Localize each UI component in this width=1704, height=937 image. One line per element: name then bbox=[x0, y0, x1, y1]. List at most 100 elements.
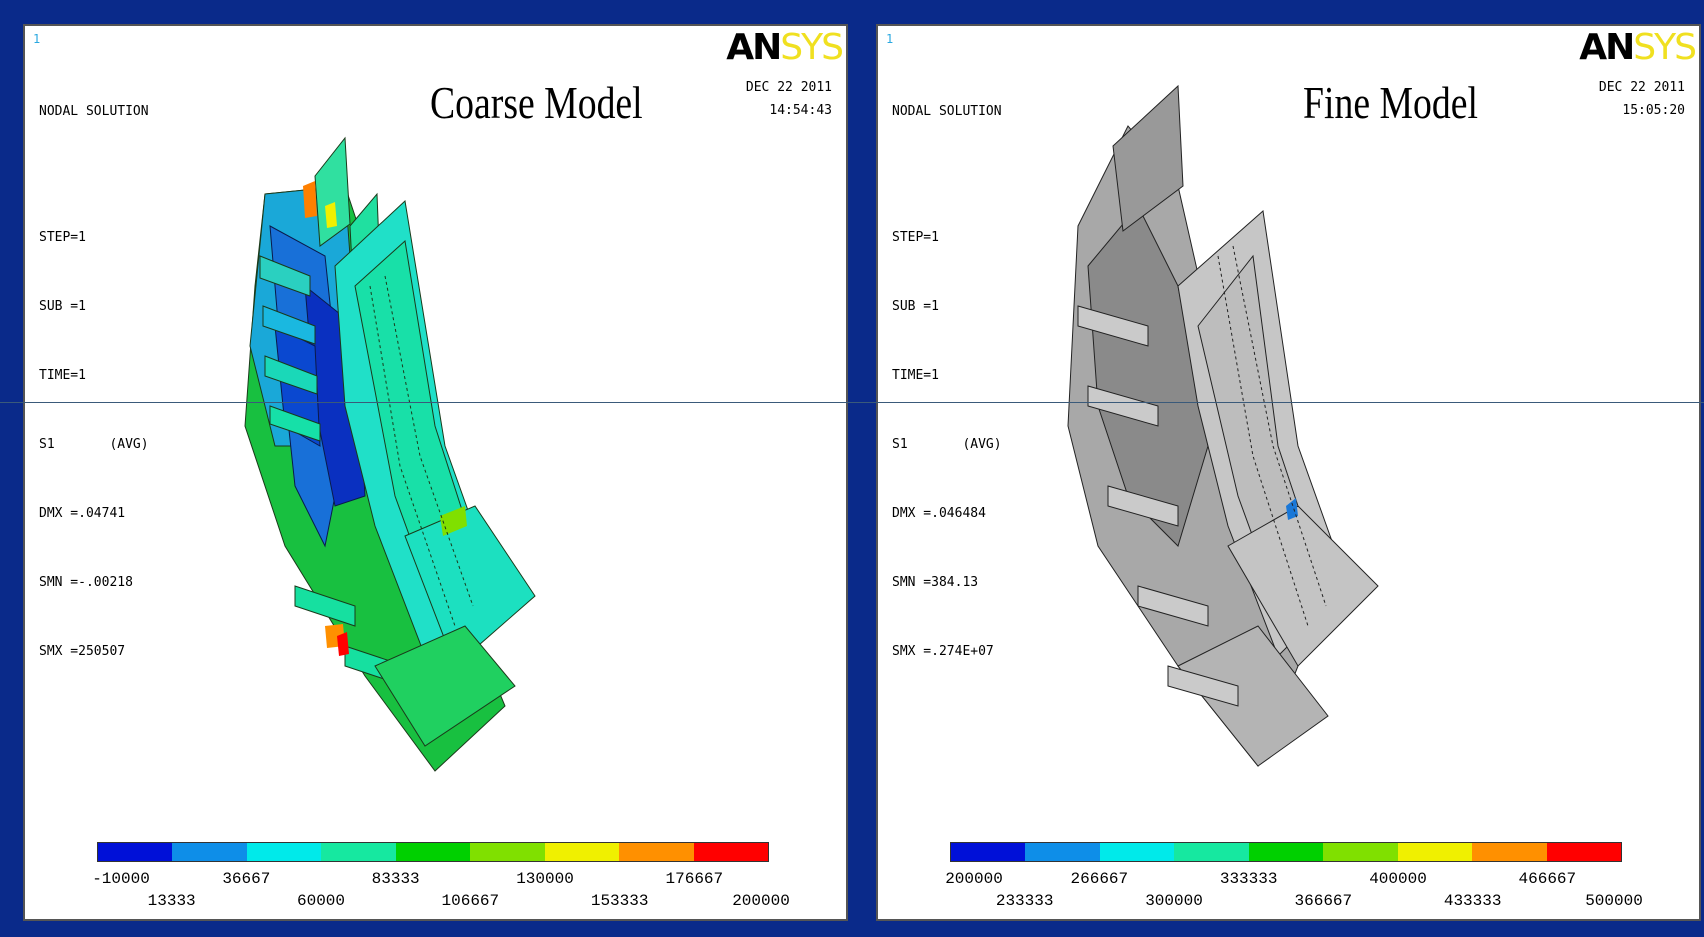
coarse-model-viewport[interactable]: 1 NODAL SOLUTION STEP=1 SUB =1 TIME=1 S1… bbox=[23, 24, 848, 921]
info-smx: SMX =250507 bbox=[39, 644, 126, 659]
info-step: STEP=1 bbox=[39, 230, 86, 245]
info-sub: SUB =1 bbox=[39, 299, 86, 314]
legend-swatch bbox=[693, 843, 768, 861]
datetime: DEC 22 2011 15:05:20 bbox=[1599, 76, 1685, 122]
info-time: TIME=1 bbox=[39, 368, 86, 383]
rib-5 bbox=[1167, 665, 1239, 707]
hotspot-1 bbox=[1286, 498, 1298, 520]
legend-swatch bbox=[321, 843, 396, 861]
rib-2 bbox=[1087, 385, 1159, 427]
rib-3 bbox=[1107, 485, 1179, 527]
flange-top bbox=[314, 136, 351, 247]
rib-2 bbox=[262, 305, 316, 345]
fine-model-render[interactable] bbox=[878, 26, 1701, 921]
info-smn: SMN =384.13 bbox=[892, 575, 979, 590]
info-dmx: DMX =.04741 bbox=[39, 506, 126, 521]
hotspot-2 bbox=[325, 202, 337, 228]
legend-label: -10000 bbox=[92, 870, 150, 888]
legend-swatch bbox=[619, 843, 694, 861]
legend-label: 500000 bbox=[1585, 892, 1643, 910]
info-header: NODAL SOLUTION bbox=[892, 104, 1002, 119]
legend-label: 83333 bbox=[371, 870, 420, 888]
edge-line-2 bbox=[384, 275, 474, 607]
hotspot-5 bbox=[440, 506, 467, 536]
legend-swatch bbox=[172, 843, 247, 861]
info-result: S1 (AVG) bbox=[39, 437, 149, 452]
panel-title: Fine Model bbox=[1303, 77, 1478, 128]
info-smx: SMX =.274E+07 bbox=[892, 644, 994, 659]
legend-label: 13333 bbox=[147, 892, 196, 910]
legend-label: 433333 bbox=[1443, 892, 1502, 910]
legend-label: 60000 bbox=[296, 892, 346, 910]
info-dmx: DMX =.046484 bbox=[892, 506, 986, 521]
window-number: 1 bbox=[33, 32, 41, 46]
legend-label: 366667 bbox=[1294, 892, 1353, 910]
info-sub: SUB =1 bbox=[892, 299, 939, 314]
legend-label: 300000 bbox=[1145, 892, 1203, 910]
solution-info: NODAL SOLUTION STEP=1 SUB =1 TIME=1 S1 (… bbox=[892, 54, 1002, 709]
panel-title: Coarse Model bbox=[430, 77, 643, 128]
legend-swatch bbox=[1248, 843, 1324, 861]
legend-label: 200000 bbox=[732, 892, 790, 910]
legend-swatch bbox=[1025, 843, 1100, 861]
legend-label: 233333 bbox=[995, 892, 1054, 910]
rib-5 bbox=[294, 585, 356, 627]
legend-swatch bbox=[1472, 843, 1547, 861]
legend-label: 153333 bbox=[590, 892, 649, 910]
legend-label: 200000 bbox=[945, 870, 1003, 888]
time-label: 15:05:20 bbox=[1622, 103, 1685, 118]
color-legend bbox=[950, 842, 1622, 862]
legend-label: 400000 bbox=[1369, 870, 1427, 888]
solution-info: NODAL SOLUTION STEP=1 SUB =1 TIME=1 S1 (… bbox=[39, 54, 149, 709]
time-label: 14:54:43 bbox=[769, 103, 832, 118]
legend-swatch bbox=[544, 843, 620, 861]
edge-line-2 bbox=[1232, 245, 1327, 607]
rib-1 bbox=[259, 255, 311, 297]
datetime: DEC 22 2011 14:54:43 bbox=[746, 76, 832, 122]
legend-swatch bbox=[1099, 843, 1175, 861]
lower-plate bbox=[374, 625, 516, 747]
date-label: DEC 22 2011 bbox=[1598, 80, 1685, 95]
info-time: TIME=1 bbox=[892, 368, 939, 383]
top-flange bbox=[1112, 84, 1184, 232]
rib-4 bbox=[1137, 585, 1209, 627]
legend-label: 466667 bbox=[1518, 870, 1577, 888]
legend-swatch bbox=[470, 843, 545, 861]
window-number: 1 bbox=[886, 32, 894, 46]
rib-1 bbox=[1077, 305, 1149, 347]
lower-plate bbox=[1177, 625, 1329, 767]
info-header: NODAL SOLUTION bbox=[39, 104, 149, 119]
ansys-logo: ANSYS bbox=[726, 27, 844, 68]
legend-swatch bbox=[395, 843, 471, 861]
legend-swatch bbox=[1174, 843, 1249, 861]
legend-label: 106667 bbox=[441, 892, 500, 910]
side-plate bbox=[1227, 505, 1379, 667]
legend-swatch bbox=[951, 843, 1026, 861]
ansys-logo: ANSYS bbox=[1579, 27, 1697, 68]
legend-label: 266667 bbox=[1070, 870, 1129, 888]
legend-swatch bbox=[1546, 843, 1621, 861]
legend-label: 130000 bbox=[516, 870, 574, 888]
rib-3 bbox=[264, 355, 318, 395]
coarse-model-render[interactable] bbox=[25, 26, 848, 921]
shell-inner-dark bbox=[1087, 205, 1209, 547]
legend-swatch bbox=[246, 843, 322, 861]
legend-swatch bbox=[98, 843, 173, 861]
fine-model-viewport[interactable]: 1 NODAL SOLUTION STEP=1 SUB =1 TIME=1 S1… bbox=[876, 24, 1701, 921]
edge-line-1 bbox=[1217, 255, 1309, 627]
hotspot-4 bbox=[337, 632, 349, 656]
info-result: S1 (AVG) bbox=[892, 437, 1002, 452]
hotspot-1 bbox=[303, 181, 317, 218]
rib-4 bbox=[269, 405, 321, 442]
legend-swatch bbox=[1397, 843, 1473, 861]
outer-frame bbox=[0, 0, 1704, 6]
legend-label: 36667 bbox=[222, 870, 271, 888]
legend-swatch bbox=[1323, 843, 1398, 861]
date-label: DEC 22 2011 bbox=[745, 80, 832, 95]
edge-line-1 bbox=[369, 285, 456, 627]
info-smn: SMN =-.00218 bbox=[39, 575, 133, 590]
legend-label: 333333 bbox=[1219, 870, 1278, 888]
legend-label: 176667 bbox=[665, 870, 724, 888]
color-legend bbox=[97, 842, 769, 862]
info-step: STEP=1 bbox=[892, 230, 939, 245]
